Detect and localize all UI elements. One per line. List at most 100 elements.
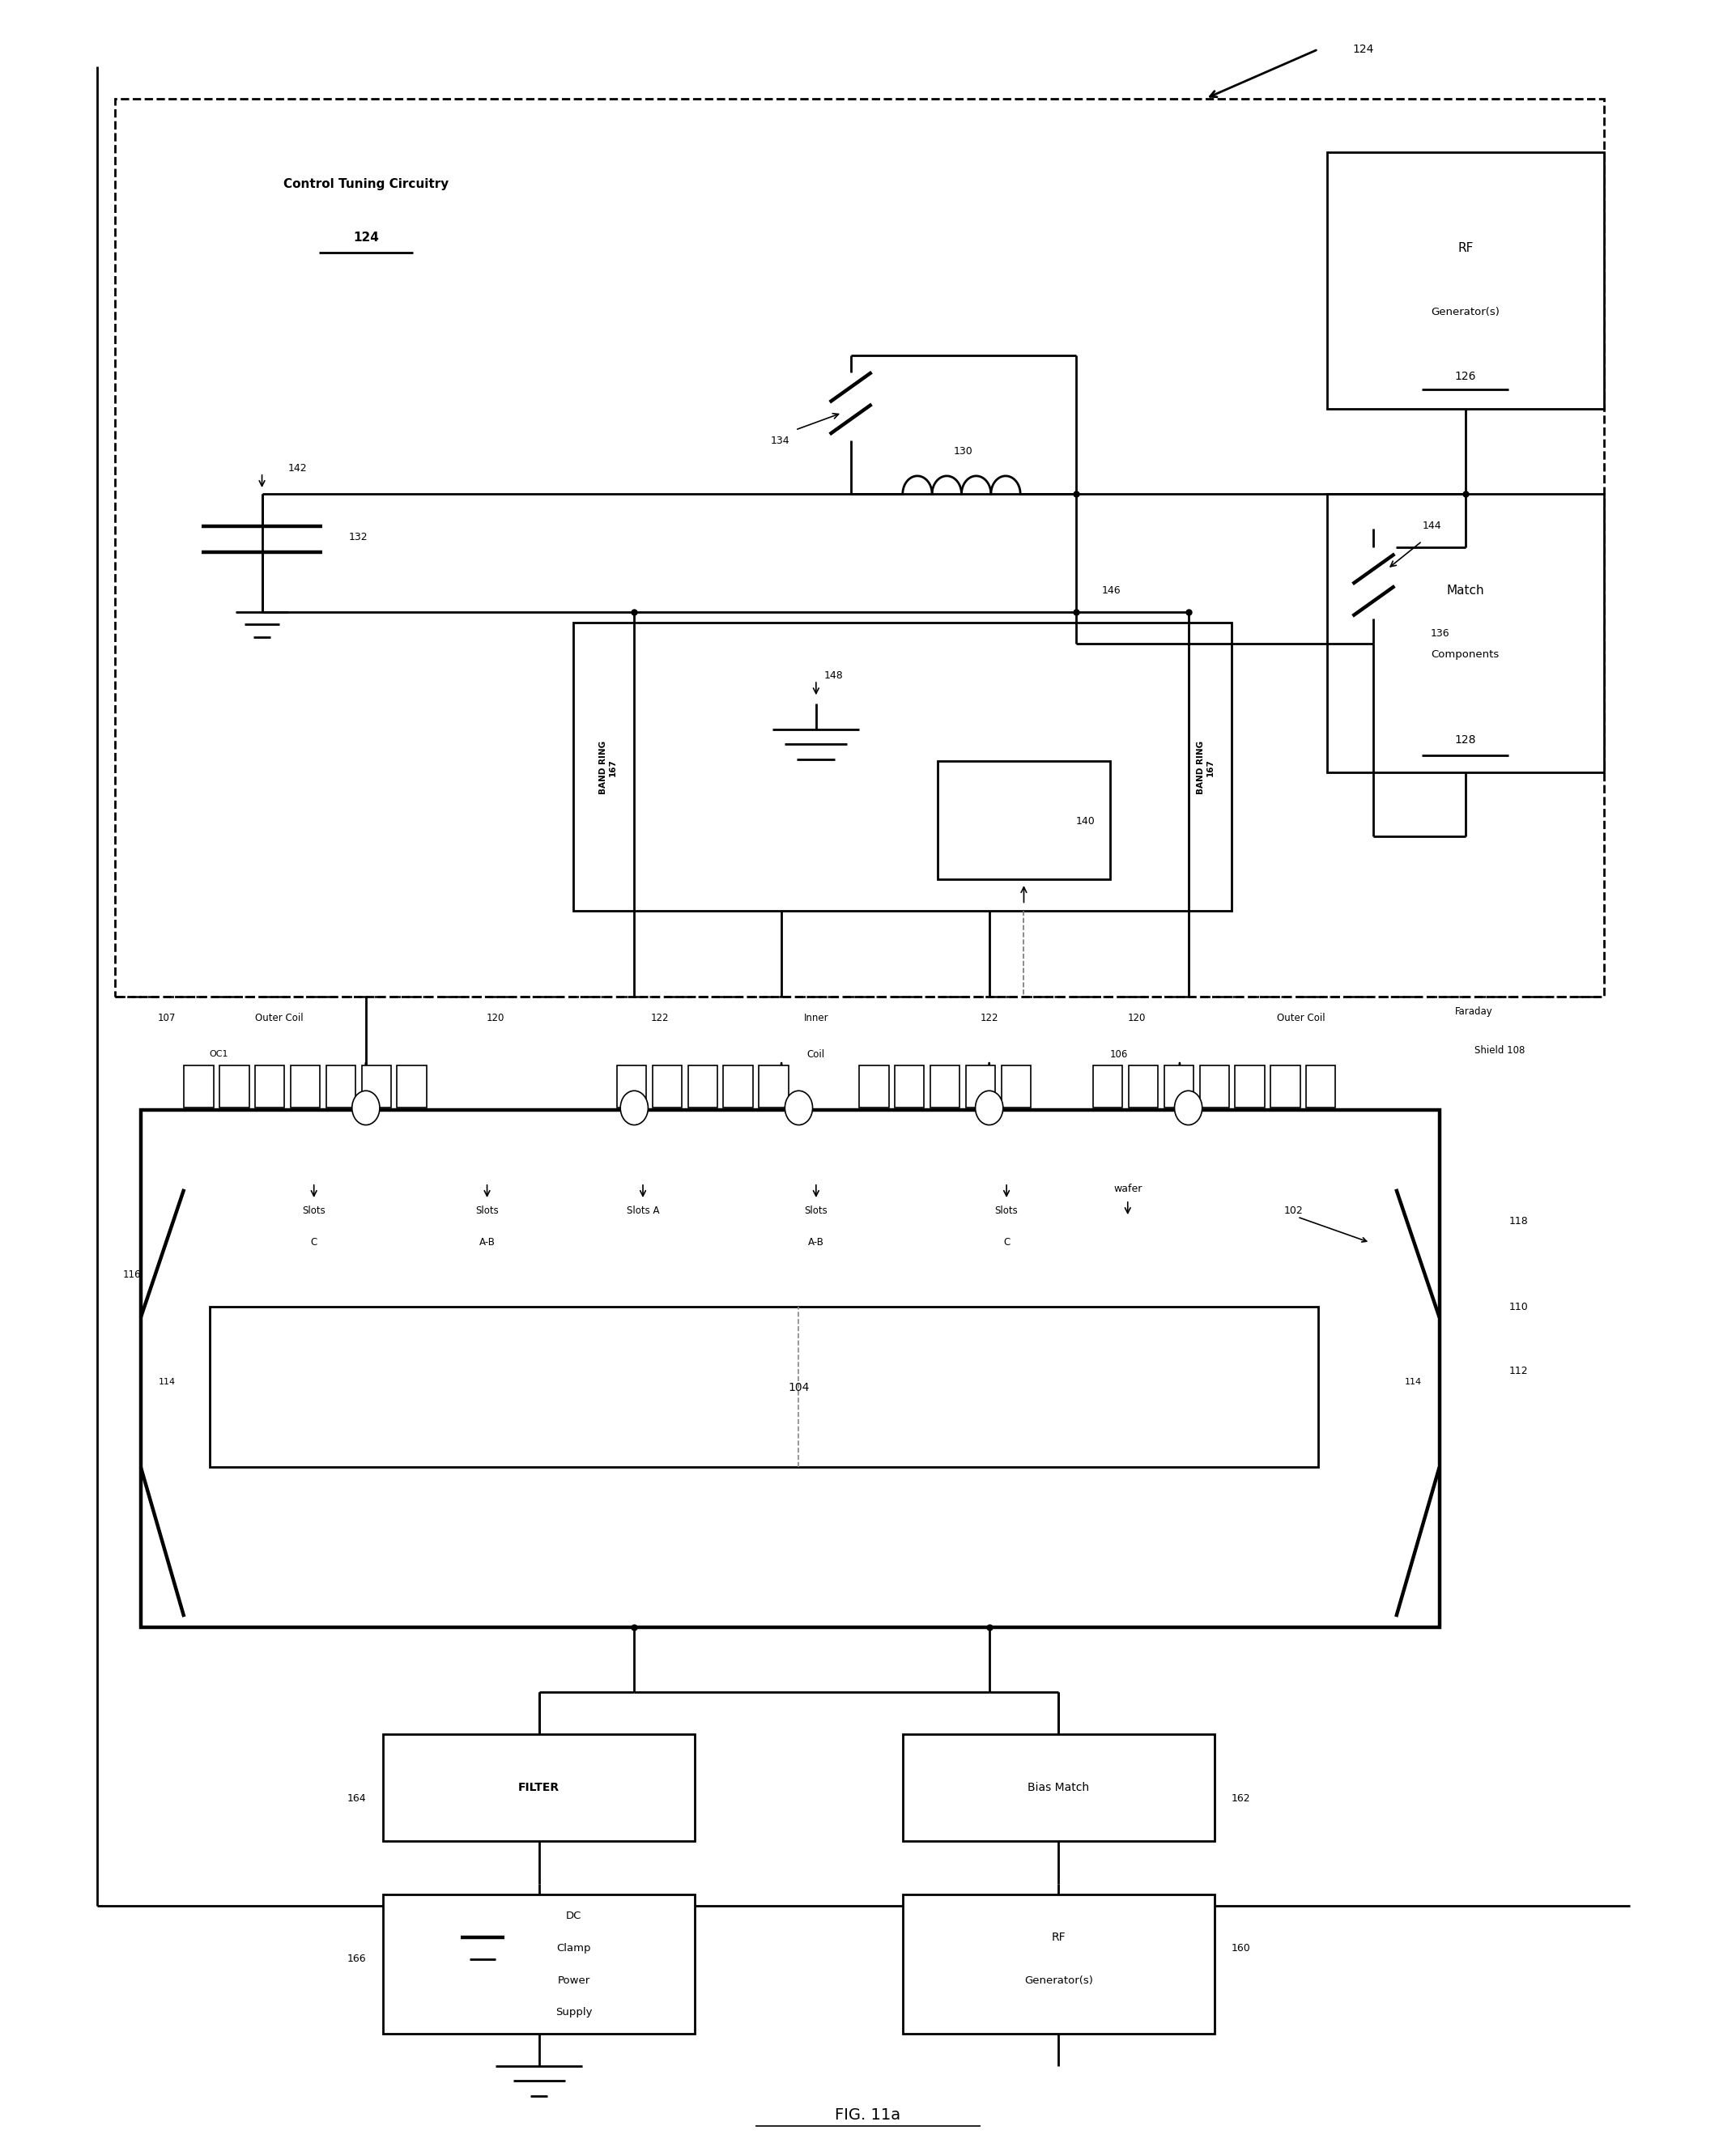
Bar	[1326, 152, 1604, 409]
Bar	[724, 1065, 753, 1108]
Text: 164: 164	[347, 1794, 366, 1804]
Text: 166: 166	[347, 1954, 366, 1965]
Text: 110: 110	[1509, 1301, 1528, 1312]
Text: 128: 128	[1455, 735, 1476, 746]
Text: Slots A: Slots A	[627, 1204, 660, 1215]
Bar	[210, 1307, 1318, 1468]
Text: A-B: A-B	[807, 1237, 825, 1247]
Bar	[687, 1065, 717, 1108]
Bar	[759, 1065, 788, 1108]
Bar	[903, 1734, 1213, 1841]
Text: Match: Match	[1446, 585, 1484, 596]
Text: Bias Match: Bias Match	[1028, 1783, 1088, 1794]
Text: Outer Coil: Outer Coil	[255, 1014, 304, 1024]
Bar	[1305, 1065, 1335, 1108]
Bar	[937, 761, 1111, 879]
Text: Coil: Coil	[807, 1050, 825, 1059]
Text: 136: 136	[1430, 628, 1450, 639]
Bar	[398, 1065, 427, 1108]
Text: Control Tuning Circuitry: Control Tuning Circuitry	[283, 178, 448, 191]
Text: DC: DC	[566, 1912, 582, 1922]
Text: RF: RF	[1052, 1933, 1066, 1944]
Text: A-B: A-B	[479, 1237, 495, 1247]
Text: FIG. 11a: FIG. 11a	[835, 2107, 901, 2124]
Text: 144: 144	[1422, 521, 1441, 531]
Text: BAND RING
167: BAND RING 167	[599, 741, 616, 795]
Text: 130: 130	[953, 446, 972, 456]
Text: C: C	[1003, 1237, 1010, 1247]
Text: Faraday: Faraday	[1455, 1007, 1493, 1018]
Text: 118: 118	[1509, 1215, 1528, 1226]
Circle shape	[1175, 1091, 1201, 1125]
Text: Power: Power	[557, 1976, 590, 1987]
Text: Shield 108: Shield 108	[1476, 1046, 1526, 1054]
Bar	[326, 1065, 356, 1108]
Text: FILTER: FILTER	[519, 1783, 559, 1794]
Bar	[1271, 1065, 1300, 1108]
Text: 126: 126	[1455, 371, 1476, 381]
Bar	[930, 1065, 960, 1108]
Bar	[1234, 1065, 1264, 1108]
Text: Slots: Slots	[804, 1204, 828, 1215]
Text: 142: 142	[288, 463, 307, 474]
Bar	[653, 1065, 682, 1108]
Text: 160: 160	[1231, 1944, 1252, 1954]
Circle shape	[976, 1091, 1003, 1125]
Text: OC1: OC1	[208, 1050, 227, 1059]
Text: 162: 162	[1231, 1794, 1250, 1804]
Text: 148: 148	[825, 671, 844, 681]
Text: 104: 104	[788, 1382, 809, 1393]
Bar	[141, 1110, 1439, 1627]
Bar	[1165, 1065, 1194, 1108]
Text: BAND RING
167: BAND RING 167	[1196, 741, 1215, 795]
Text: 122: 122	[651, 1014, 670, 1024]
Bar	[894, 1065, 924, 1108]
Text: Slots: Slots	[302, 1204, 326, 1215]
Text: 140: 140	[1076, 816, 1095, 827]
Text: wafer: wafer	[1113, 1183, 1142, 1194]
Text: C: C	[311, 1237, 318, 1247]
Bar	[384, 1734, 694, 1841]
Text: 114: 114	[1404, 1378, 1422, 1387]
Text: Clamp: Clamp	[557, 1944, 590, 1954]
Bar	[573, 621, 1231, 911]
Bar	[1326, 495, 1604, 771]
Text: 102: 102	[1283, 1204, 1302, 1215]
Circle shape	[785, 1091, 812, 1125]
Bar	[616, 1065, 646, 1108]
Bar	[219, 1065, 248, 1108]
Text: 116: 116	[123, 1269, 141, 1279]
Bar	[1200, 1065, 1229, 1108]
Text: 107: 107	[158, 1014, 175, 1024]
Text: 124: 124	[352, 231, 378, 244]
Bar	[1128, 1065, 1158, 1108]
Bar	[290, 1065, 319, 1108]
Text: 124: 124	[1352, 43, 1375, 56]
Text: 114: 114	[158, 1378, 175, 1387]
Bar	[184, 1065, 214, 1108]
Circle shape	[352, 1091, 380, 1125]
Text: Outer Coil: Outer Coil	[1276, 1014, 1325, 1024]
Bar	[384, 1894, 694, 2034]
Text: 134: 134	[771, 435, 790, 446]
Bar	[1002, 1065, 1031, 1108]
Text: Components: Components	[1430, 649, 1500, 660]
Circle shape	[620, 1091, 648, 1125]
Text: 106: 106	[1109, 1050, 1128, 1059]
Text: Slots: Slots	[995, 1204, 1017, 1215]
Text: 132: 132	[349, 531, 368, 542]
Text: RF: RF	[1458, 242, 1474, 255]
Bar	[361, 1065, 391, 1108]
Text: Inner: Inner	[804, 1014, 828, 1024]
Text: Supply: Supply	[556, 2008, 592, 2019]
Text: 112: 112	[1509, 1365, 1528, 1376]
Bar	[1094, 1065, 1123, 1108]
Text: 122: 122	[981, 1014, 998, 1024]
Text: Generator(s): Generator(s)	[1024, 1976, 1094, 1987]
Text: Generator(s): Generator(s)	[1430, 306, 1500, 317]
Text: 120: 120	[486, 1014, 505, 1024]
Text: Slots: Slots	[476, 1204, 498, 1215]
Bar	[903, 1894, 1213, 2034]
Text: 146: 146	[1102, 585, 1121, 596]
Bar	[115, 99, 1604, 996]
